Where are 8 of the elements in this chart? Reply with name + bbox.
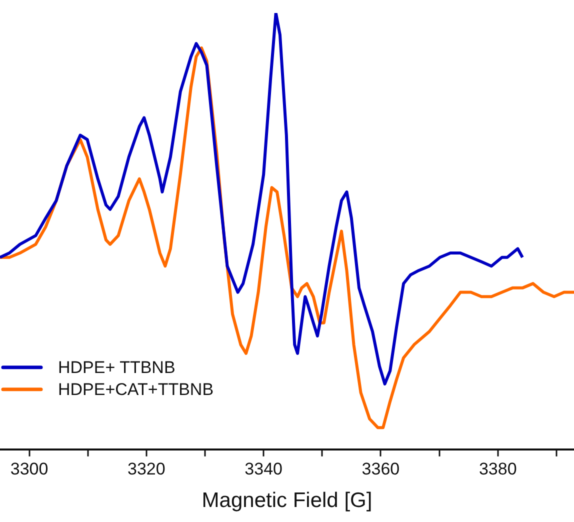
x-tick-label: 3340: [244, 459, 282, 478]
x-tick-label: 3380: [478, 459, 517, 478]
x-tick-label: 3360: [362, 459, 400, 478]
x-tick-label: 3320: [128, 459, 166, 478]
legend-label: HDPE+CAT+TTBNB: [58, 380, 214, 400]
x-tick-label: 3300: [10, 459, 48, 478]
legend-label: HDPE+ TTBNB: [58, 358, 176, 378]
x-axis-title: Magnetic Field [G]: [202, 489, 372, 512]
